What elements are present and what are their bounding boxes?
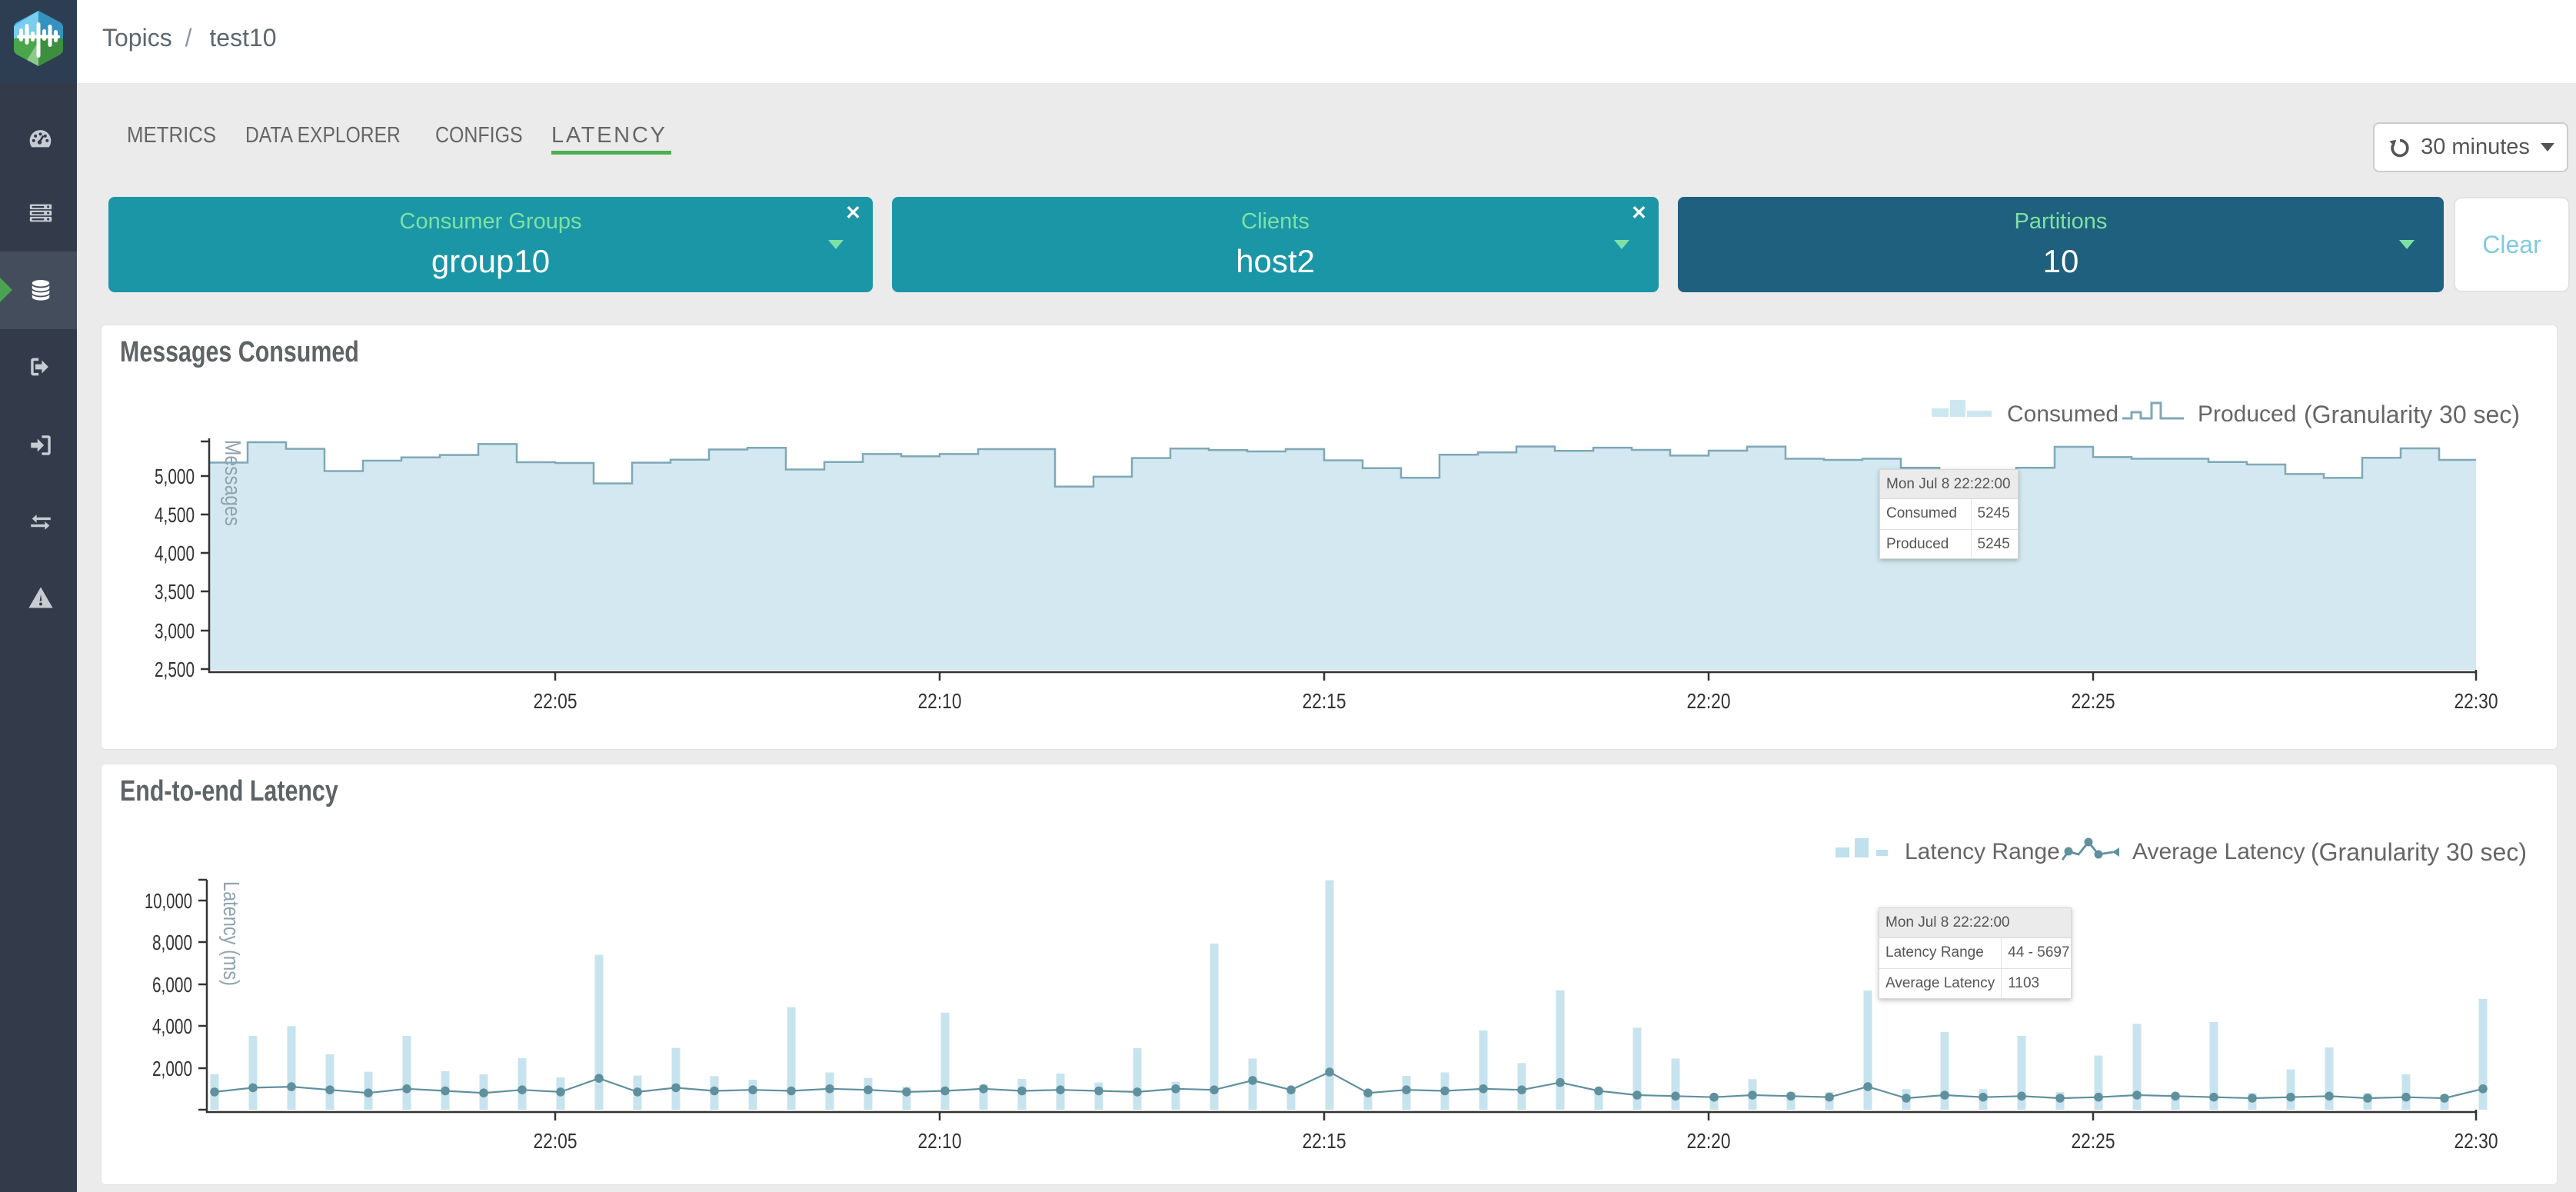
svg-text:3,000: 3,000 [155,619,195,643]
svg-text:4,500: 4,500 [155,503,195,527]
svg-text:4,000: 4,000 [155,541,195,565]
svg-text:22:25: 22:25 [2072,689,2115,713]
svg-text:22:25: 22:25 [2072,1129,2115,1153]
svg-text:22:30: 22:30 [2455,689,2498,713]
svg-text:22:15: 22:15 [1303,689,1346,713]
svg-text:5,000: 5,000 [155,464,195,488]
svg-text:22:20: 22:20 [1687,689,1731,713]
svg-text:8,000: 8,000 [152,931,192,954]
svg-text:2,000: 2,000 [152,1057,192,1080]
svg-text:22:05: 22:05 [534,689,577,713]
svg-text:22:05: 22:05 [534,1129,577,1153]
svg-text:2,500: 2,500 [155,658,195,681]
svg-text:3,500: 3,500 [155,580,195,604]
svg-text:22:15: 22:15 [1303,1129,1346,1153]
svg-text:22:10: 22:10 [918,1129,962,1153]
svg-text:4,000: 4,000 [152,1014,192,1038]
svg-text:10,000: 10,000 [145,889,192,913]
svg-text:22:20: 22:20 [1687,1129,1731,1153]
svg-text:6,000: 6,000 [152,973,192,997]
svg-text:Latency (ms): Latency (ms) [218,881,243,986]
svg-text:Messages: Messages [220,440,245,526]
svg-text:22:30: 22:30 [2455,1129,2498,1153]
svg-text:22:10: 22:10 [918,689,962,713]
